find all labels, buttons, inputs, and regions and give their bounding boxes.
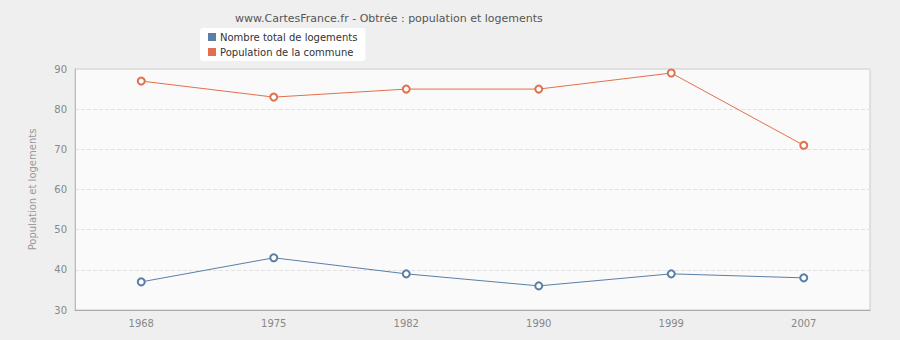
svg-text:1968: 1968 [129,318,154,329]
svg-text:30: 30 [54,305,67,316]
svg-text:70: 70 [54,144,67,155]
svg-text:60: 60 [54,184,67,195]
svg-text:90: 90 [54,64,67,75]
svg-text:Population et logements: Population et logements [27,129,38,251]
svg-text:1975: 1975 [261,318,286,329]
svg-text:1982: 1982 [394,318,419,329]
svg-text:1999: 1999 [659,318,684,329]
svg-text:2007: 2007 [791,318,816,329]
svg-text:40: 40 [54,264,67,275]
svg-text:www.CartesFrance.fr - Obtrée :: www.CartesFrance.fr - Obtrée : populatio… [235,12,543,25]
svg-text:80: 80 [54,104,67,115]
svg-text:Nombre total de logements: Nombre total de logements [220,32,357,43]
svg-text:Population de la commune: Population de la commune [220,47,353,58]
svg-text:1990: 1990 [526,318,551,329]
svg-text:50: 50 [54,224,67,235]
